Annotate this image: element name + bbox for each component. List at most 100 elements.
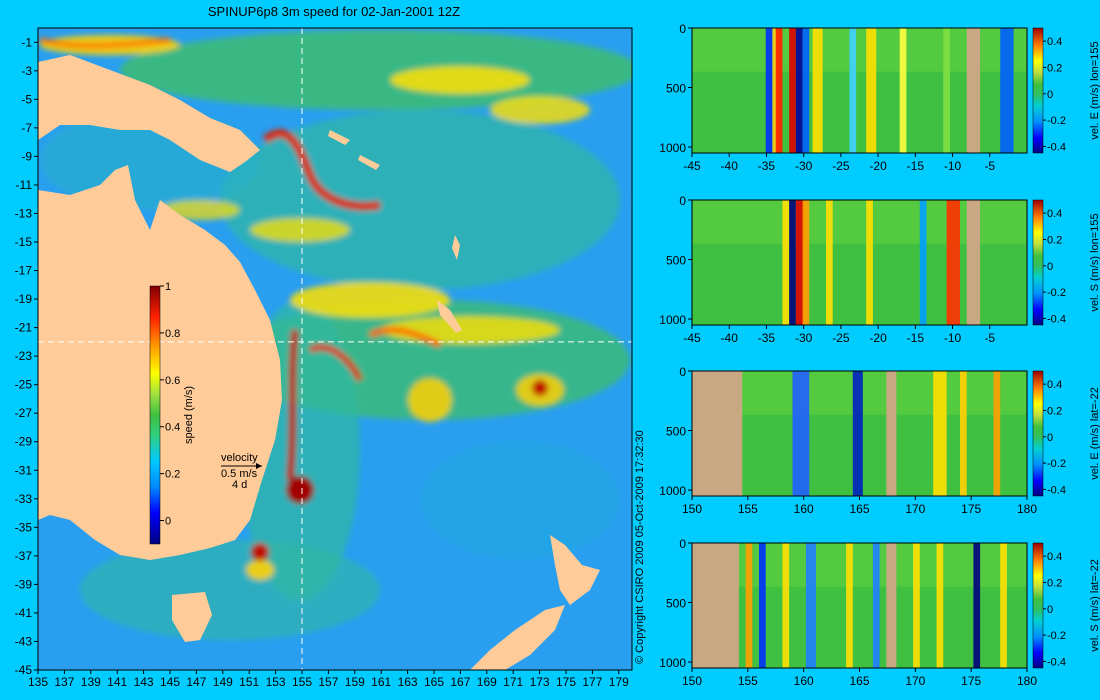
- panel-velocity-column: [802, 28, 810, 153]
- panel-velocity-column: [792, 371, 810, 496]
- map-x-tick-label: 147: [186, 675, 206, 689]
- map-y-tick-label: -37: [15, 549, 33, 563]
- map-y-tick-label: -1: [21, 35, 32, 49]
- map-y-tick-label: -9: [21, 149, 32, 163]
- speed-colorbar-scale: [149, 285, 161, 545]
- map-x-tick-label: 161: [371, 675, 391, 689]
- panel-velocity-column: [933, 371, 947, 496]
- map-x-tick-label: 175: [556, 675, 576, 689]
- panel-land-mask: [886, 543, 897, 668]
- velocity-key-arrowhead: [256, 463, 262, 469]
- map-y-tick-label: -35: [15, 520, 33, 534]
- panel-colorbar-tick-label: 0.4: [1047, 551, 1062, 563]
- land-new-zealand-south: [470, 605, 565, 670]
- panel-x-tick-label: -5: [984, 331, 995, 345]
- panel-velocity-column: [866, 28, 877, 153]
- panel-colorbar: [1032, 27, 1044, 154]
- map-y-tick-label: -15: [15, 235, 33, 249]
- panel-colorbar-tick-label: 0: [1047, 432, 1053, 444]
- map-x-tick-label: 141: [107, 675, 127, 689]
- panel-colorbar-tick-label: -0.4: [1047, 313, 1066, 325]
- panel-y-tick-label: 1000: [659, 484, 686, 498]
- map-y-tick-label: -11: [16, 178, 33, 192]
- panel-land-mask: [692, 543, 739, 668]
- map-x-tick-label: 169: [477, 675, 497, 689]
- map-x-tick-label: 157: [318, 675, 338, 689]
- map-frame: [37, 27, 633, 671]
- panel-y-tick-label: 0: [679, 365, 686, 379]
- panel-y-tick-label: 1000: [659, 313, 686, 327]
- map-x-tick-label: 159: [345, 675, 365, 689]
- speed-colorbar-label: speed (m/s): [183, 386, 195, 444]
- panel-colorbar-tick-label: -0.2: [1047, 458, 1066, 470]
- panel-colorbar: [1032, 370, 1044, 497]
- map-x-tick-label: 149: [213, 675, 233, 689]
- panel-velocity-column: [872, 543, 880, 668]
- panel-velocity-column: [849, 28, 857, 153]
- panel-x-tick-label: -35: [758, 331, 776, 345]
- panel-velocity-column: [866, 200, 873, 325]
- panel-colorbar-tick-label: 0: [1047, 89, 1053, 101]
- map-y-tick-label: -3: [21, 64, 32, 78]
- panel-velocity-column: [919, 200, 927, 325]
- panel-colorbar: [1032, 199, 1044, 326]
- map-x-tick-label: 167: [450, 675, 470, 689]
- panel-x-tick-label: -25: [832, 159, 850, 173]
- panel-x-tick-label: -10: [944, 159, 962, 173]
- panel-x-tick-label: -45: [683, 159, 701, 173]
- map-x-tick-label: 173: [530, 675, 550, 689]
- panel-velocity-column: [802, 200, 810, 325]
- panel-x-tick-label: -20: [869, 331, 887, 345]
- panel-x-tick-label: -25: [832, 331, 850, 345]
- panel-x-tick-label: -10: [944, 331, 962, 345]
- speed-field: [39, 30, 632, 640]
- map-x-tick-label: 151: [239, 675, 259, 689]
- panel-y-tick-label: 500: [666, 597, 686, 611]
- panel-colorbar-tick-label: 0.4: [1047, 208, 1062, 220]
- map-y-tick-label: -7: [21, 121, 32, 135]
- map-x-tick-label: 177: [582, 675, 602, 689]
- panel-velocity-column: [899, 28, 907, 153]
- panel-x-tick-label: -5: [984, 159, 995, 173]
- panel-x-tick-label: 155: [738, 674, 758, 688]
- panel-velocity-column: [759, 543, 766, 668]
- map-y-tick-label: -41: [15, 606, 33, 620]
- panel-velocity-column: [973, 543, 981, 668]
- map-y-tick-label: -17: [15, 264, 33, 278]
- map-x-tick-label: 145: [160, 675, 180, 689]
- panel-colorbar-tick-label: -0.4: [1047, 484, 1066, 496]
- panel-x-tick-label: 175: [961, 502, 981, 516]
- map-x-tick-label: 163: [398, 675, 418, 689]
- panel-colorbar-tick-label: 0: [1047, 604, 1053, 616]
- panel-velocity-column: [943, 28, 950, 153]
- panel-y-tick-label: 0: [679, 22, 686, 36]
- panel-colorbar-label: vel. S (m/s) lon=155: [1089, 213, 1100, 311]
- panel-y-tick-label: 500: [666, 254, 686, 268]
- panel-velocity-column: [1000, 543, 1007, 668]
- panel-lat22-south: 150 155 160 165 170 175 180 0 500 1000 -0.4 -0.2 0 0.…: [659, 537, 1100, 688]
- panel-x-tick-label: -15: [907, 159, 925, 173]
- copyright-text: © Copyright CSIRO 2009 05-Oct-2009 17:32…: [634, 430, 646, 664]
- panel-x-tick-label: -40: [721, 331, 739, 345]
- panel-frame: [691, 199, 1028, 326]
- map-x-tick-label: 153: [266, 675, 286, 689]
- panel-x-tick-label: -30: [795, 331, 813, 345]
- panel-velocity-column: [782, 543, 790, 668]
- panel-colorbar-tick-label: -0.2: [1047, 115, 1066, 127]
- speed-colorbar-ticks: 0 0.2 0.4 0.6 0.8 1: [160, 281, 180, 528]
- panel-y-tick-label: 500: [666, 425, 686, 439]
- panel-lat22-east: 150 155 160 165 170 175 180 0 500 1000 -0.4 -0.2 0 0.…: [659, 365, 1100, 516]
- panel-land-mask: [886, 371, 897, 496]
- speed-colorbar-tick-label: 1: [165, 281, 171, 293]
- panel-x-tick-label: -35: [758, 159, 776, 173]
- map-y-tick-label: -31: [15, 463, 33, 477]
- panel-x-tick-label: -45: [683, 331, 701, 345]
- land-new-zealand-north: [550, 535, 600, 605]
- panel-colorbar-tick-label: 0.4: [1047, 36, 1062, 48]
- panel-velocity-column: [946, 200, 960, 325]
- panel-x-tick-label: -15: [907, 331, 925, 345]
- panel-colorbar-tick-label: -0.4: [1047, 656, 1066, 668]
- panel-x-tick-label: 165: [849, 502, 869, 516]
- panel-y-tick-label: 1000: [659, 656, 686, 670]
- panel-colorbar-tick-label: 0.2: [1047, 405, 1062, 417]
